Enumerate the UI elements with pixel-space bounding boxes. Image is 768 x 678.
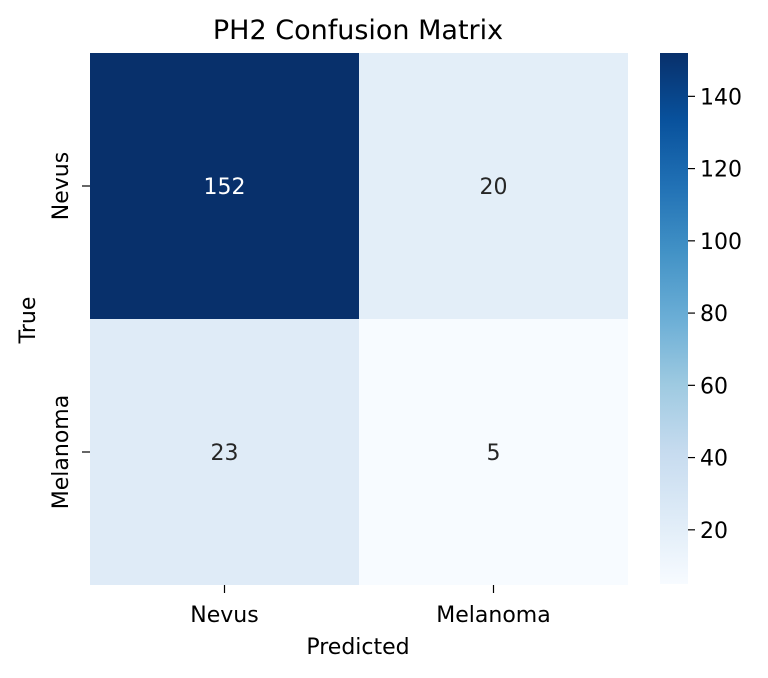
colorbar-tick-label: 140 xyxy=(700,85,742,110)
x-tick-label: Melanoma xyxy=(436,603,550,628)
colorbar-ticks: 20 40 60 80 100 120 140 xyxy=(688,85,742,544)
colorbar-tick-label: 100 xyxy=(700,230,742,255)
colorbar-tick-label: 40 xyxy=(700,447,728,472)
cell-value-label: 152 xyxy=(204,175,246,200)
y-axis-label: True xyxy=(16,297,41,345)
cell-value-label: 20 xyxy=(480,175,508,200)
cell-value-label: 23 xyxy=(211,441,239,466)
y-tick-label: Melanoma xyxy=(49,395,74,509)
heatmap-cell xyxy=(90,53,359,319)
y-axis-ticks: Nevus Melanoma xyxy=(49,152,90,509)
y-tick-label: Nevus xyxy=(49,152,74,220)
colorbar-tick-label: 20 xyxy=(700,519,728,544)
cell-value-label: 5 xyxy=(487,441,501,466)
heatmap-cell xyxy=(359,319,628,585)
x-tick-label: Nevus xyxy=(190,603,258,628)
heatmap-cell-labels: 152 20 23 5 xyxy=(204,175,508,466)
heatmap-cells xyxy=(90,53,628,585)
chart-title: PH2 Confusion Matrix xyxy=(213,15,503,46)
heatmap-cell xyxy=(90,319,359,585)
x-axis-ticks: Nevus Melanoma xyxy=(190,585,551,628)
colorbar-tick-label: 60 xyxy=(700,374,728,399)
colorbar-tick-label: 120 xyxy=(700,158,742,183)
heatmap-cell xyxy=(359,53,628,319)
colorbar xyxy=(660,53,688,584)
x-axis-label: Predicted xyxy=(306,635,409,660)
colorbar-tick-label: 80 xyxy=(700,302,728,327)
